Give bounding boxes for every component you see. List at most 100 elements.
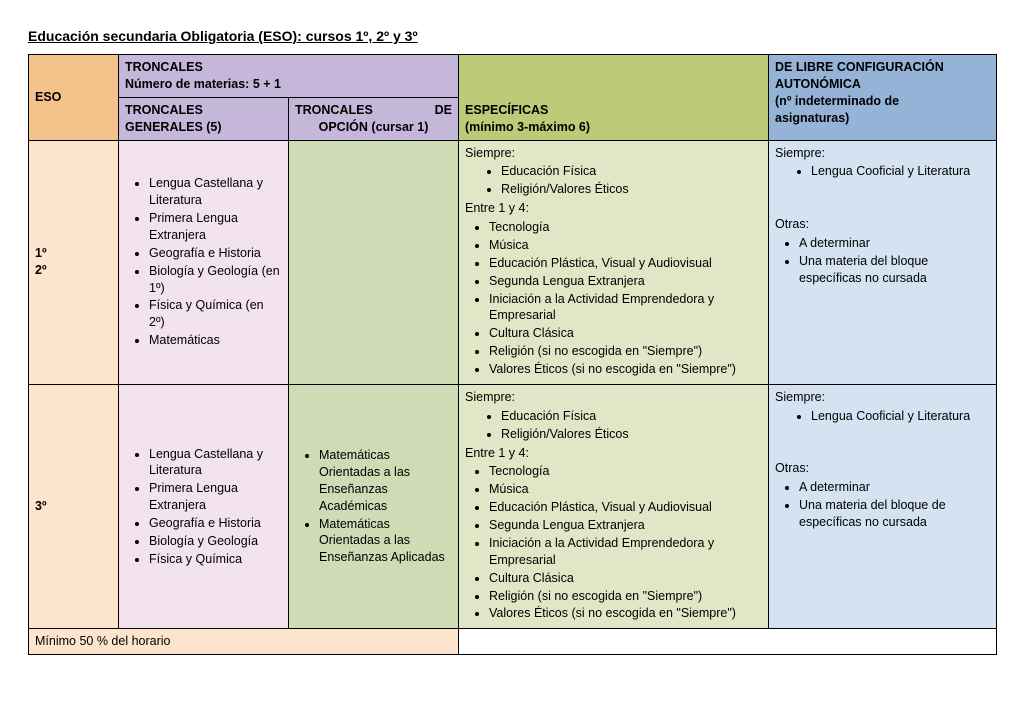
list-item: Religión/Valores Éticos xyxy=(501,426,762,443)
row-1-2-libre: Siempre: Lengua Cooficial y Literatura O… xyxy=(769,140,997,384)
header-especificas: ESPECÍFICAS (mínimo 3-máximo 6) xyxy=(459,55,769,141)
page-title: Educación secundaria Obligatoria (ESO): … xyxy=(28,28,996,44)
list-item: Religión (si no escogida en "Siempre") xyxy=(489,343,762,360)
list-item: Iniciación a la Actividad Emprendedora y… xyxy=(489,291,762,325)
header-eso-text: ESO xyxy=(35,90,61,104)
list-item: Lengua Castellana y Literatura xyxy=(149,446,282,480)
list-item: A determinar xyxy=(799,479,990,496)
row-1-2-libre-siempre-label: Siempre: xyxy=(775,146,825,160)
list-item: Física y Química (en 2º) xyxy=(149,297,282,331)
list-item: Biología y Geología xyxy=(149,533,282,550)
header-row-1: ESO TRONCALES Número de materias: 5 + 1 … xyxy=(29,55,997,98)
list-item: Religión/Valores Éticos xyxy=(501,181,762,198)
footer-row: Mínimo 50 % del horario xyxy=(29,629,997,655)
header-libre-l1: DE LIBRE CONFIGURACIÓN xyxy=(775,60,944,74)
row-3-esp-siempre-list: Educación FísicaReligión/Valores Éticos xyxy=(465,408,762,443)
list-item: Valores Éticos (si no escogida en "Siemp… xyxy=(489,361,762,378)
row-1-2-to xyxy=(289,140,459,384)
header-troncales: TRONCALES Número de materias: 5 + 1 xyxy=(119,55,459,98)
header-eso: ESO xyxy=(29,55,119,141)
row-3-libre-siempre-label: Siempre: xyxy=(775,390,825,404)
header-esp-l1: ESPECÍFICAS xyxy=(465,103,548,117)
row-3-esp-siempre-label: Siempre: xyxy=(465,390,515,404)
list-item: Educación Plástica, Visual y Audiovisual xyxy=(489,499,762,516)
row-3: 3º Lengua Castellana y LiteraturaPrimera… xyxy=(29,384,997,628)
header-libre: DE LIBRE CONFIGURACIÓN AUTONÓMICA (nº in… xyxy=(769,55,997,141)
list-item: Tecnología xyxy=(489,219,762,236)
list-item: Una materia del bloque específicas no cu… xyxy=(799,253,990,287)
list-item: Segunda Lengua Extranjera xyxy=(489,517,762,534)
list-item: Educación Plástica, Visual y Audiovisual xyxy=(489,255,762,272)
list-item: Geografía e Historia xyxy=(149,245,282,262)
list-item: A determinar xyxy=(799,235,990,252)
list-item: Lengua Cooficial y Literatura xyxy=(811,163,990,180)
header-libre-l4: asignaturas) xyxy=(775,111,849,125)
list-item: Educación Física xyxy=(501,163,762,180)
row-3-libre-otras-list: A determinarUna materia del bloque de es… xyxy=(775,479,990,531)
row-1-2-esp-entre-label: Entre 1 y 4: xyxy=(465,201,529,215)
list-item: Matemáticas Orientadas a las Enseñanzas … xyxy=(319,516,452,567)
row-1-2: 1º 2º Lengua Castellana y LiteraturaPrim… xyxy=(29,140,997,384)
row-3-libre-otras-label: Otras: xyxy=(775,461,809,475)
row-1-2-tg-list: Lengua Castellana y LiteraturaPrimera Le… xyxy=(125,175,282,349)
header-troncales-generales: TRONCALES GENERALES (5) xyxy=(119,97,289,140)
row-1-2-tg: Lengua Castellana y LiteraturaPrimera Le… xyxy=(119,140,289,384)
list-item: Lengua Castellana y Literatura xyxy=(149,175,282,209)
row-3-libre: Siempre: Lengua Cooficial y Literatura O… xyxy=(769,384,997,628)
list-item: Cultura Clásica xyxy=(489,325,762,342)
document-page: Educación secundaria Obligatoria (ESO): … xyxy=(28,28,996,655)
header-troncales-l2: Número de materias: 5 + 1 xyxy=(125,77,281,91)
list-item: Religión (si no escogida en "Siempre") xyxy=(489,588,762,605)
footer-right xyxy=(459,629,997,655)
header-tg-l2: GENERALES (5) xyxy=(125,120,222,134)
list-item: Lengua Cooficial y Literatura xyxy=(811,408,990,425)
list-item: Iniciación a la Actividad Emprendedora y… xyxy=(489,535,762,569)
list-item: Tecnología xyxy=(489,463,762,480)
header-to-l2: OPCIÓN (cursar 1) xyxy=(319,120,429,134)
row-3-label: 3º xyxy=(35,499,47,513)
row-1-2-label: 1º 2º xyxy=(29,140,119,384)
header-to-left: TRONCALES xyxy=(295,102,373,119)
list-item: Educación Física xyxy=(501,408,762,425)
row-1-2-libre-otras-list: A determinarUna materia del bloque espec… xyxy=(775,235,990,287)
row-1-2-esp: Siempre: Educación FísicaReligión/Valore… xyxy=(459,140,769,384)
row-1-2-esp-entre-list: TecnologíaMúsicaEducación Plástica, Visu… xyxy=(465,219,762,378)
list-item: Una materia del bloque de específicas no… xyxy=(799,497,990,531)
row-3-libre-siempre-list: Lengua Cooficial y Literatura xyxy=(775,408,990,425)
header-esp-l2: (mínimo 3-máximo 6) xyxy=(465,120,590,134)
row-1-label-a: 1º xyxy=(35,246,47,260)
list-item: Matemáticas xyxy=(149,332,282,349)
list-item: Geografía e Historia xyxy=(149,515,282,532)
list-item: Primera Lengua Extranjera xyxy=(149,480,282,514)
row-3-esp: Siempre: Educación FísicaReligión/Valore… xyxy=(459,384,769,628)
row-3-tg-list: Lengua Castellana y LiteraturaPrimera Le… xyxy=(125,446,282,568)
row-3-esp-entre-label: Entre 1 y 4: xyxy=(465,446,529,460)
row-1-2-esp-siempre-list: Educación FísicaReligión/Valores Éticos xyxy=(465,163,762,198)
row-3-esp-entre-list: TecnologíaMúsicaEducación Plástica, Visu… xyxy=(465,463,762,622)
row-3-label-cell: 3º xyxy=(29,384,119,628)
header-libre-l2: AUTONÓMICA xyxy=(775,77,861,91)
footer-left-text: Mínimo 50 % del horario xyxy=(35,634,170,648)
list-item: Física y Química xyxy=(149,551,282,568)
list-item: Primera Lengua Extranjera xyxy=(149,210,282,244)
row-3-to: Matemáticas Orientadas a las Enseñanzas … xyxy=(289,384,459,628)
list-item: Cultura Clásica xyxy=(489,570,762,587)
header-troncales-l1: TRONCALES xyxy=(125,60,203,74)
list-item: Segunda Lengua Extranjera xyxy=(489,273,762,290)
header-tg-l1: TRONCALES xyxy=(125,103,203,117)
curriculum-table: ESO TRONCALES Número de materias: 5 + 1 … xyxy=(28,54,997,655)
header-libre-l3: (nº indeterminado de xyxy=(775,94,899,108)
list-item: Matemáticas Orientadas a las Enseñanzas … xyxy=(319,447,452,515)
footer-left: Mínimo 50 % del horario xyxy=(29,629,459,655)
list-item: Música xyxy=(489,237,762,254)
row-1-2-esp-siempre-label: Siempre: xyxy=(465,146,515,160)
row-1-label-b: 2º xyxy=(35,263,47,277)
header-troncales-opcion: TRONCALES DE OPCIÓN (cursar 1) xyxy=(289,97,459,140)
row-3-tg: Lengua Castellana y LiteraturaPrimera Le… xyxy=(119,384,289,628)
row-1-2-libre-otras-label: Otras: xyxy=(775,217,809,231)
list-item: Valores Éticos (si no escogida en "Siemp… xyxy=(489,605,762,622)
header-to-right: DE xyxy=(435,102,452,119)
row-3-to-list: Matemáticas Orientadas a las Enseñanzas … xyxy=(295,447,452,566)
list-item: Biología y Geología (en 1º) xyxy=(149,263,282,297)
list-item: Música xyxy=(489,481,762,498)
